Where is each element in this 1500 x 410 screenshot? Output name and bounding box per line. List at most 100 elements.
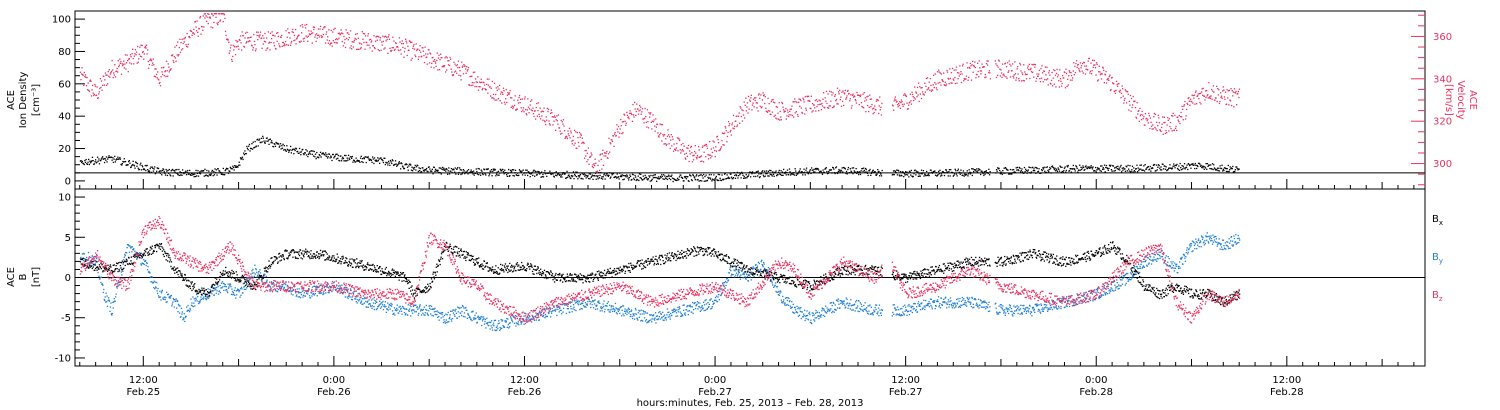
- density-point: [764, 170, 766, 172]
- velocity-point: [1232, 95, 1234, 97]
- density-point: [470, 169, 472, 171]
- velocity-point: [808, 99, 810, 102]
- by-point: [202, 298, 204, 300]
- velocity-point: [974, 66, 976, 69]
- density-point: [1132, 171, 1134, 173]
- velocity-point: [684, 157, 686, 159]
- by-point: [109, 310, 111, 312]
- density-point: [1146, 167, 1148, 169]
- velocity-point: [391, 49, 393, 52]
- velocity-point: [513, 104, 516, 107]
- density-point: [983, 171, 986, 173]
- density-point: [126, 164, 128, 166]
- density-point: [109, 156, 111, 158]
- density-point: [845, 172, 847, 175]
- velocity-point: [1202, 87, 1204, 89]
- density-point: [925, 175, 927, 177]
- velocity-point: [1226, 103, 1228, 105]
- velocity-tick-label: 300: [1433, 159, 1452, 170]
- by-point: [100, 281, 102, 284]
- density-point: [281, 147, 284, 149]
- density-point: [1176, 163, 1178, 166]
- by-point: [483, 318, 485, 320]
- velocity-point: [259, 31, 262, 33]
- by-point: [313, 285, 315, 287]
- density-point: [703, 180, 705, 182]
- velocity-point: [398, 49, 400, 52]
- density-point: [506, 174, 508, 176]
- velocity-point: [170, 68, 172, 70]
- velocity-point: [602, 149, 604, 151]
- velocity-point: [1166, 132, 1168, 134]
- density-point: [181, 174, 183, 176]
- density-point: [1102, 168, 1104, 170]
- velocity-point: [276, 40, 278, 42]
- velocity-point: [622, 121, 625, 123]
- density-point: [846, 173, 848, 175]
- density-point: [1143, 170, 1146, 172]
- velocity-point: [355, 38, 357, 40]
- velocity-point: [587, 147, 590, 149]
- velocity-point: [446, 57, 448, 59]
- velocity-point: [118, 66, 120, 68]
- by-point: [231, 290, 234, 293]
- velocity-point: [158, 82, 160, 85]
- velocity-point: [1145, 117, 1148, 120]
- density-point: [352, 161, 354, 163]
- velocity-point: [512, 106, 515, 108]
- density-point: [1221, 164, 1223, 166]
- velocity-point: [670, 134, 672, 136]
- density-point: [142, 168, 144, 171]
- velocity-point: [95, 94, 98, 96]
- velocity-point: [536, 115, 538, 117]
- density-point: [241, 156, 244, 158]
- by-point: [266, 279, 268, 281]
- velocity-point: [540, 118, 542, 120]
- velocity-point: [666, 143, 668, 145]
- by-point: [473, 317, 476, 319]
- by-point: [443, 314, 446, 317]
- density-point: [283, 145, 285, 147]
- velocity-point: [393, 49, 396, 51]
- by-point: [438, 315, 440, 318]
- density-point: [1138, 168, 1141, 170]
- by-point: [221, 281, 224, 283]
- velocity-point: [500, 93, 502, 95]
- velocity-point: [859, 94, 861, 97]
- density-tick-label: 100: [52, 15, 71, 26]
- density-point: [444, 168, 446, 170]
- density-point: [1213, 167, 1216, 169]
- density-point: [1238, 168, 1240, 170]
- by-point: [194, 305, 196, 307]
- velocity-point: [521, 98, 523, 100]
- density-point: [926, 170, 928, 173]
- velocity-point: [1023, 64, 1025, 66]
- density-point: [1236, 166, 1238, 168]
- density-point: [847, 166, 850, 169]
- density-point: [813, 168, 815, 171]
- velocity-point: [1057, 76, 1059, 78]
- by-point: [404, 308, 406, 310]
- velocity-point: [849, 98, 851, 100]
- velocity-point: [696, 154, 699, 157]
- velocity-point: [1150, 125, 1153, 127]
- velocity-point: [894, 98, 896, 100]
- velocity-point: [540, 111, 542, 113]
- density-point: [582, 173, 585, 176]
- velocity-point: [1118, 90, 1120, 92]
- density-point: [288, 150, 291, 152]
- density-point: [408, 165, 410, 167]
- velocity-point: [714, 155, 716, 158]
- by-point: [241, 288, 243, 290]
- velocity-point: [257, 31, 259, 33]
- velocity-point: [1198, 93, 1201, 95]
- velocity-point: [147, 60, 149, 63]
- velocity-point: [115, 70, 118, 72]
- velocity-point: [1039, 81, 1042, 83]
- density-point: [701, 180, 703, 182]
- by-point: [495, 330, 497, 332]
- velocity-point: [1160, 130, 1162, 133]
- velocity-point: [301, 24, 303, 26]
- density-point: [110, 156, 113, 158]
- velocity-point: [351, 48, 353, 50]
